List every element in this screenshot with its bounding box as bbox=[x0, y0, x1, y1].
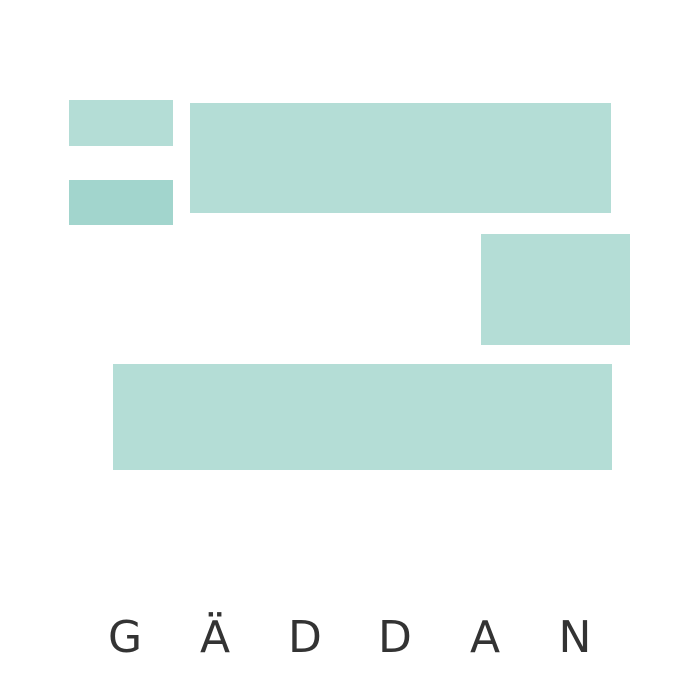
logo-block-top-left bbox=[69, 100, 173, 146]
wordmark-letter: D bbox=[378, 612, 412, 663]
wordmark-letter: G bbox=[107, 612, 143, 663]
logo-block-middle-left bbox=[69, 180, 173, 225]
brand-wordmark: G Ä D D A N bbox=[72, 608, 628, 668]
wordmark-letter: A bbox=[469, 612, 501, 663]
wordmark-letter: N bbox=[558, 612, 592, 663]
logo-mark bbox=[69, 100, 630, 470]
logo-block-bottom-wide bbox=[113, 364, 612, 470]
logo-block-right bbox=[481, 234, 630, 345]
logo-block-top-wide bbox=[190, 103, 611, 213]
wordmark-letter: Ä bbox=[199, 612, 231, 663]
wordmark-letter: D bbox=[288, 612, 322, 663]
